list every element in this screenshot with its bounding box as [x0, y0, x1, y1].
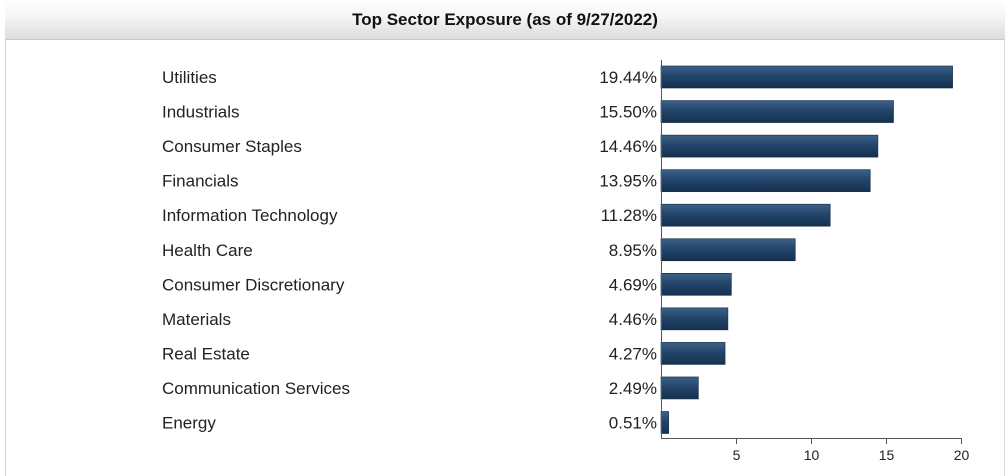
category-label: Information Technology [162, 206, 338, 225]
value-label: 11.28% [601, 206, 657, 225]
bar [660, 169, 871, 192]
category-label: Communication Services [162, 379, 350, 398]
category-label: Consumer Staples [162, 137, 302, 156]
category-label: Industrials [162, 103, 239, 122]
bar [660, 100, 894, 123]
category-label: Health Care [162, 241, 253, 260]
value-label: 0.51% [609, 414, 657, 433]
value-label: 4.46% [609, 310, 657, 329]
category-label: Utilities [162, 68, 217, 87]
value-label: 19.44% [599, 68, 657, 87]
value-label: 14.46% [599, 137, 657, 156]
bar [660, 307, 729, 331]
category-label: Real Estate [162, 344, 250, 363]
bar [660, 411, 669, 434]
value-label: 4.27% [609, 344, 657, 363]
value-label: 2.49% [609, 379, 657, 398]
x-tick-label: 10 [804, 447, 820, 463]
category-label: Materials [162, 310, 231, 329]
bar [660, 238, 796, 262]
bar [660, 272, 732, 296]
x-tick-label: 20 [954, 447, 970, 463]
chart-frame [5, 0, 1005, 476]
value-label: 15.50% [599, 103, 657, 122]
chart-title: Top Sector Exposure (as of 9/27/2022) [352, 9, 658, 29]
bar [660, 65, 953, 89]
category-label: Financials [162, 172, 239, 191]
bar [660, 376, 699, 400]
value-label: 4.69% [609, 275, 657, 294]
chart-title-bar: Top Sector Exposure (as of 9/27/2022) [5, 0, 1005, 40]
bar [660, 203, 831, 227]
bar [660, 342, 726, 365]
bar [660, 134, 879, 158]
x-tick-label: 5 [733, 447, 741, 463]
value-label: 13.95% [599, 172, 657, 191]
category-label: Energy [162, 414, 216, 433]
category-label: Consumer Discretionary [162, 275, 345, 294]
x-tick-label: 15 [879, 447, 895, 463]
value-label: 8.95% [609, 241, 657, 260]
